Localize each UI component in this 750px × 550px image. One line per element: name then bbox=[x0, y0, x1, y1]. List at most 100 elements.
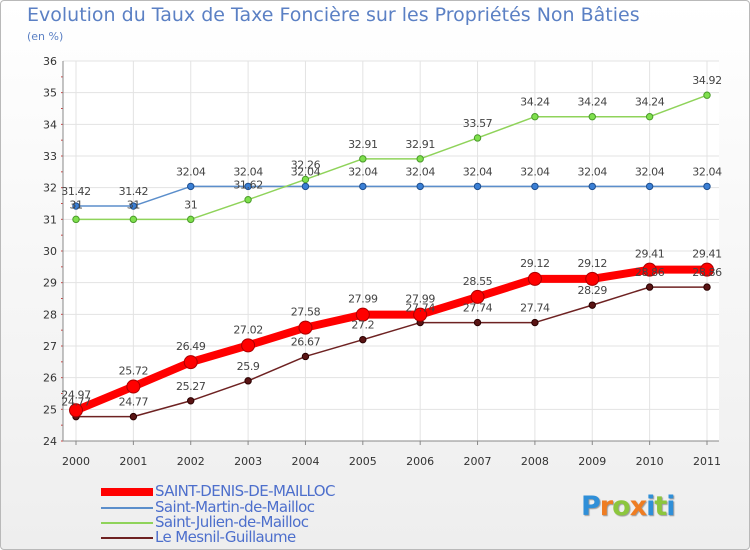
data-point bbox=[703, 283, 711, 291]
x-tick-label: 2005 bbox=[349, 455, 377, 468]
logo-letter: i bbox=[646, 491, 655, 522]
data-label: 32.04 bbox=[348, 165, 378, 178]
y-tick-label: 28 bbox=[43, 308, 57, 321]
data-label: 24.77 bbox=[61, 396, 91, 409]
data-label: 31 bbox=[69, 198, 82, 211]
data-point bbox=[355, 307, 370, 322]
x-tick-label: 2001 bbox=[119, 455, 147, 468]
data-label: 28.86 bbox=[635, 266, 665, 279]
data-label: 25.9 bbox=[237, 360, 260, 373]
data-label: 27.74 bbox=[463, 302, 493, 315]
data-point bbox=[359, 182, 367, 191]
x-tick-label: 2002 bbox=[177, 455, 205, 468]
data-label: 32.04 bbox=[233, 165, 263, 178]
data-label: 31.62 bbox=[233, 179, 263, 192]
data-label: 28.29 bbox=[578, 284, 608, 297]
legend-swatch bbox=[101, 522, 153, 524]
chart-title: Evolution du Taux de Taxe Foncière sur l… bbox=[27, 4, 640, 26]
data-point bbox=[129, 202, 138, 210]
data-point bbox=[416, 182, 424, 191]
data-label: 26.49 bbox=[176, 340, 206, 353]
x-tick-label: 2010 bbox=[636, 455, 664, 468]
data-label: 32.04 bbox=[692, 165, 722, 178]
data-label: 34.92 bbox=[692, 74, 722, 87]
data-point bbox=[69, 403, 83, 418]
legend-swatch bbox=[101, 488, 153, 496]
y-tick-label: 25 bbox=[43, 403, 57, 416]
series-line bbox=[76, 94, 708, 221]
y-tick-label: 34 bbox=[43, 118, 57, 131]
data-label: 27.02 bbox=[233, 323, 263, 336]
data-label: 33.57 bbox=[463, 117, 493, 130]
data-point bbox=[470, 289, 485, 304]
data-point bbox=[301, 352, 310, 361]
x-tick-label: 2006 bbox=[406, 455, 434, 468]
data-label: 28.55 bbox=[463, 275, 493, 288]
data-point bbox=[645, 182, 654, 191]
data-point bbox=[72, 215, 80, 224]
x-tick-label: 2011 bbox=[693, 455, 721, 468]
data-label: 29.12 bbox=[578, 257, 608, 270]
legend-label: Saint-Julien-de-Mailloc bbox=[155, 513, 309, 531]
data-label: 31 bbox=[184, 198, 197, 211]
data-point bbox=[585, 271, 600, 286]
data-point bbox=[473, 182, 482, 191]
y-tick-label: 36 bbox=[43, 55, 57, 68]
data-label: 34.24 bbox=[635, 96, 665, 109]
y-tick-label: 24 bbox=[43, 435, 57, 448]
y-tick-label: 26 bbox=[43, 372, 57, 385]
data-point bbox=[244, 196, 252, 204]
data-label: 27.58 bbox=[291, 306, 321, 319]
data-label: 29.41 bbox=[692, 248, 722, 261]
data-point bbox=[129, 215, 138, 224]
data-label: 34.24 bbox=[520, 96, 550, 109]
logo-letter: t bbox=[654, 491, 667, 522]
data-label: 31.42 bbox=[119, 185, 149, 198]
data-point bbox=[126, 379, 141, 394]
logo-letter: r bbox=[599, 491, 613, 522]
data-label: 32.04 bbox=[176, 165, 206, 178]
y-tick-label: 29 bbox=[43, 277, 57, 290]
data-label: 34.24 bbox=[578, 96, 608, 109]
data-point bbox=[298, 320, 313, 335]
data-label: 32.04 bbox=[578, 165, 608, 178]
data-label: 27.74 bbox=[405, 302, 435, 315]
data-label: 29.12 bbox=[520, 257, 550, 270]
data-label: 27.99 bbox=[348, 293, 378, 306]
x-tick-label: 2008 bbox=[521, 455, 549, 468]
data-label: 24.97 bbox=[61, 388, 91, 401]
data-point bbox=[531, 318, 539, 327]
data-point bbox=[645, 283, 654, 291]
data-label: 29.41 bbox=[635, 248, 665, 261]
series-line bbox=[76, 185, 707, 207]
data-point bbox=[527, 271, 542, 286]
data-point bbox=[359, 335, 367, 344]
x-tick-label: 2007 bbox=[464, 455, 492, 468]
proxiti-logo: Proxiti bbox=[581, 491, 676, 522]
data-point bbox=[642, 262, 657, 277]
data-point bbox=[703, 182, 711, 191]
data-label: 25.72 bbox=[119, 365, 149, 378]
y-tick-label: 32 bbox=[43, 182, 57, 195]
data-point bbox=[700, 262, 714, 277]
data-label: 27.99 bbox=[405, 293, 435, 306]
data-label: 28.86 bbox=[692, 266, 722, 279]
data-point bbox=[473, 134, 482, 142]
data-point bbox=[645, 113, 654, 121]
data-point bbox=[183, 355, 198, 370]
data-label: 27.74 bbox=[520, 302, 550, 315]
data-point bbox=[187, 215, 195, 224]
data-label: 26.67 bbox=[291, 335, 321, 348]
data-point bbox=[244, 182, 252, 191]
data-point bbox=[588, 301, 596, 309]
data-point bbox=[301, 175, 310, 184]
data-point bbox=[416, 155, 424, 163]
data-point bbox=[244, 377, 252, 385]
data-label: 31.42 bbox=[61, 185, 91, 198]
y-tick-label: 31 bbox=[43, 213, 57, 226]
y-tick-label: 35 bbox=[43, 87, 57, 100]
data-label: 25.27 bbox=[176, 380, 206, 393]
data-label: 32.04 bbox=[405, 165, 435, 178]
